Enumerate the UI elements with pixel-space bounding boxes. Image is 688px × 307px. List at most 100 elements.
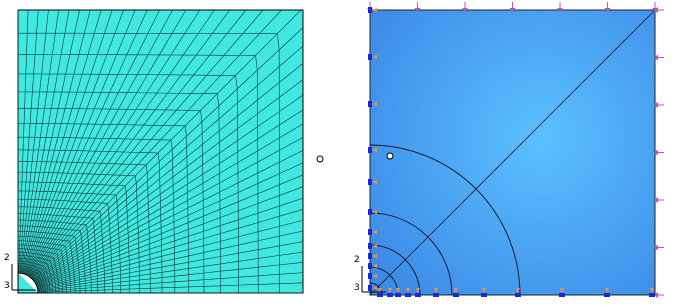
arc [369,212,453,296]
mesh-line [17,230,81,294]
mesh-line [17,265,46,294]
bc [388,288,392,293]
bc [604,293,610,297]
bc [372,102,377,106]
mesh-line [17,248,63,294]
bc [395,293,401,297]
bc [396,288,400,293]
left-triad: 2 3 [4,253,36,291]
bc [372,210,377,214]
bc [372,254,377,258]
arc [369,244,421,296]
partitions [369,144,521,296]
right-triad: 2 3 [354,255,386,293]
arc [369,144,521,296]
bc [433,293,439,297]
mesh-line [17,244,67,294]
bc [415,293,421,297]
mesh-line [17,206,106,294]
mesh-line [17,161,151,294]
bc [372,148,377,152]
mesh-line [17,149,163,294]
mesh-line [17,257,54,294]
marker [386,152,394,160]
load-arrow [654,102,658,108]
bc [515,293,521,297]
mesh-line [17,136,176,294]
mesh-line [17,235,76,294]
bc [368,7,372,13]
load-arrow [557,8,563,12]
bc [387,293,393,297]
bc [372,180,377,184]
bc [368,273,372,279]
load-arrow [414,8,421,12]
bc [650,288,654,293]
bc [368,243,372,249]
bc [372,8,377,12]
bc [378,288,382,293]
boundary-conditions [368,7,655,297]
mesh-line [17,213,99,294]
load-arrow [654,292,658,298]
load-arrow [604,8,611,12]
bc [368,101,372,107]
mesh-line [17,198,113,294]
mesh-line [17,225,86,294]
mesh-line [17,171,140,294]
triad-label: 3 [4,281,10,291]
bc [368,179,372,185]
bc [560,288,564,293]
mesh-line [17,271,40,294]
load-arrow [462,8,468,12]
bc [454,288,458,293]
load-arrow [654,54,658,61]
bc [368,263,372,269]
bc [372,244,377,248]
triad-label: 2 [4,253,10,263]
loads [367,2,664,298]
load-arrow [654,244,658,251]
bc [368,253,372,259]
mesh-line [17,54,259,294]
mesh-line [17,181,131,294]
mesh-line [17,267,44,294]
mesh-line [17,219,92,294]
diagonal [369,9,656,296]
bc [372,55,377,59]
mesh-line [17,260,51,294]
bc [372,230,377,234]
bc [372,264,377,268]
bc [605,288,609,293]
triad-label: 2 [354,255,360,265]
bc [453,293,459,297]
bc [559,293,565,297]
bc [368,209,372,215]
mesh-line [17,269,42,294]
bc [372,274,377,278]
mesh-line [17,73,239,294]
mesh-line [17,190,121,294]
bc [434,288,438,293]
load-arrow [509,8,516,12]
marker [316,155,324,163]
load-arrow [654,197,658,203]
bc [516,288,520,293]
mesh-line [17,255,57,294]
mesh-line [17,263,48,294]
mesh-line [17,251,60,294]
bc [368,285,372,291]
mesh-line [17,32,280,294]
triad-label: 3 [354,283,360,293]
bc [481,293,487,297]
bc [368,229,372,235]
mesh-line [17,240,71,294]
bc [368,54,372,60]
bc [416,288,420,293]
mesh-line [17,108,205,294]
mesh-line [17,91,221,294]
load-arrow [654,149,658,156]
bc [405,293,411,297]
